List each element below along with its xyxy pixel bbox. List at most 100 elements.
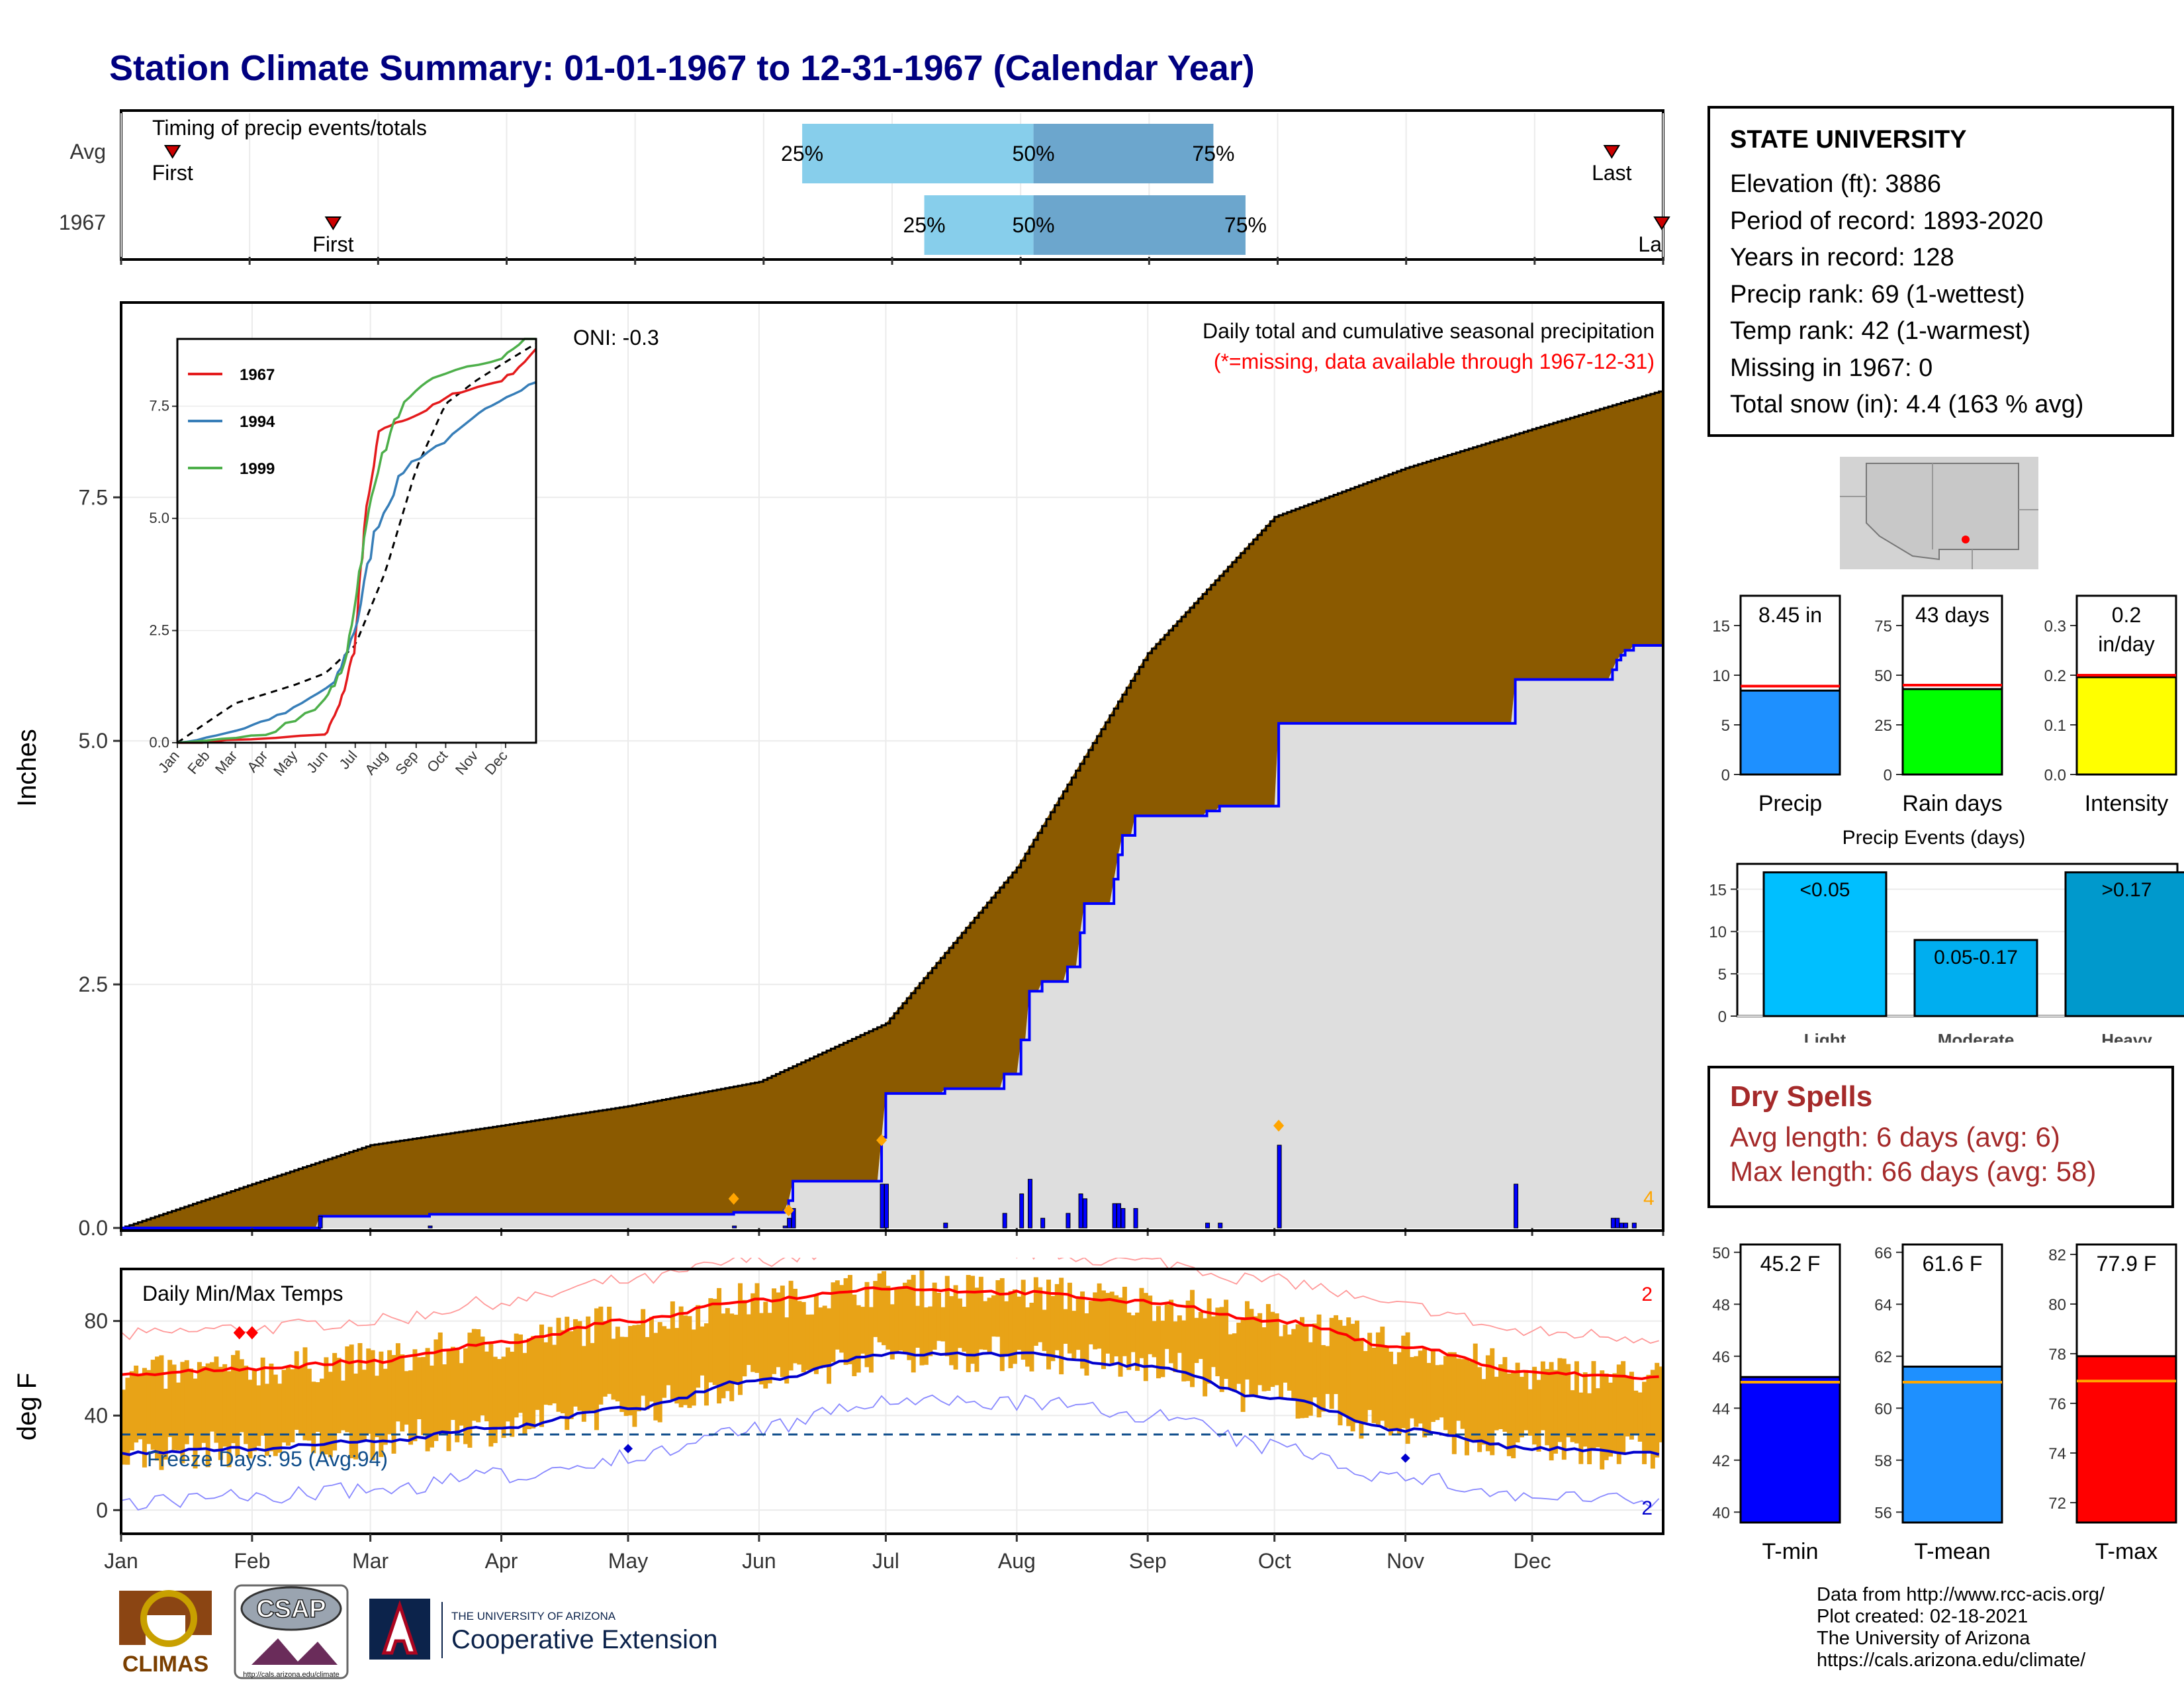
daily-temp-bar [1570, 1390, 1575, 1442]
daily-temp-bar [1443, 1356, 1449, 1430]
daily-temp-bar [607, 1306, 612, 1394]
summary-ytick-label: 15 [1712, 618, 1730, 635]
summary-value-label: 43 days [1915, 603, 1989, 627]
last-label: La [1638, 232, 1662, 256]
daily-temp-bar [370, 1350, 375, 1460]
info-elevation: Elevation (ft): 3886 [1730, 170, 1941, 198]
daily-temp-bar [277, 1383, 283, 1453]
daily-temp-bar [1265, 1303, 1271, 1391]
daily-temp-bar [1650, 1370, 1655, 1469]
timing-bar-25-50 [924, 195, 1034, 255]
timing-panel: 25% 50% 75% First Last 25% 50% 75% First La Timin… [59, 109, 1670, 265]
page-title: Station Climate Summary: 01-01-1967 to 1… [109, 48, 1255, 88]
daily-temp-bar [1194, 1317, 1199, 1364]
timing-pct-label: 75% [1224, 213, 1267, 237]
month-label: Oct [1258, 1549, 1291, 1573]
inset-ytick-label: 2.5 [149, 622, 169, 639]
daily-precip-bar [1078, 1193, 1083, 1229]
summary-ytick-label: 0.2 [2044, 667, 2066, 685]
summary-ytick-label: 0.0 [2044, 767, 2066, 784]
summary-value-label: 0.2 [2112, 603, 2141, 627]
daily-temp-bar [375, 1376, 379, 1437]
daily-temp-bar [1008, 1291, 1013, 1368]
daily-temp-bar [497, 1359, 502, 1427]
daily-temp-bar [1545, 1369, 1550, 1446]
inset-series-line [177, 348, 537, 744]
daily-temp-bar [696, 1305, 701, 1388]
daily-temp-bar [167, 1360, 173, 1437]
daily-temp-bar [1553, 1370, 1559, 1454]
daily-precip-bar [1120, 1208, 1126, 1229]
dry-spells-panel: Dry Spells Avg length: 6 days (avg: 6) M… [1707, 1066, 2174, 1208]
daily-temp-bar [222, 1364, 228, 1447]
daily-temp-bar [1625, 1377, 1630, 1437]
daily-temp-bar [526, 1338, 531, 1430]
daily-temp-bar [189, 1368, 194, 1434]
footer-created: Plot created: 02-18-2021 [1817, 1606, 2028, 1627]
daily-temp-bar [902, 1282, 907, 1354]
daily-temp-bar [1059, 1278, 1064, 1375]
daily-temp-bar [1334, 1315, 1339, 1394]
daily-temp-bar [1021, 1280, 1026, 1360]
info-snow: Total snow (in): 4.4 (163 % avg) [1730, 391, 2084, 418]
summary-ytick-label: 5 [1721, 717, 1730, 735]
daily-temp-bar [1080, 1291, 1085, 1369]
daily-temp-bar [978, 1276, 983, 1350]
daily-temp-bar [1105, 1293, 1111, 1354]
daily-temp-bar [674, 1328, 680, 1404]
daily-temp-bar [357, 1342, 363, 1443]
daily-temp-bar [573, 1319, 578, 1407]
daily-temp-bar [1633, 1390, 1639, 1436]
daily-temp-bar [505, 1347, 510, 1422]
events-category-label: Light [1804, 1030, 1846, 1043]
daily-temp-bar [201, 1366, 206, 1443]
temp-summary-charts: 40 42 44 46 48 50 45.2 F T-min 56 58 60 62 64 66 61.6 … [1712, 1243, 2177, 1564]
daily-temp-bar [281, 1370, 287, 1443]
daily-temp-bar [835, 1280, 840, 1350]
daily-temp-bar [805, 1314, 811, 1370]
inset-legend-label: 1999 [240, 460, 275, 478]
daily-temp-bar [294, 1351, 299, 1430]
daily-temp-bar [1219, 1307, 1224, 1392]
daily-temp-bar [729, 1313, 735, 1401]
daily-temp-bar [792, 1288, 797, 1364]
daily-precip-bar [318, 1215, 323, 1229]
daily-temp-bar [822, 1305, 827, 1366]
daily-temp-bar [134, 1365, 139, 1443]
timing-bar-50-75 [1033, 124, 1214, 183]
daily-temp-bar [1401, 1335, 1406, 1429]
heavy-event-marker [783, 1204, 794, 1217]
daily-temp-bar [1646, 1374, 1651, 1452]
daily-precip-bar [1040, 1217, 1046, 1229]
daily-temp-bar [678, 1306, 684, 1408]
daily-temp-bar [269, 1363, 274, 1452]
daily-temp-bar [970, 1276, 976, 1364]
daily-temp-bar [962, 1306, 967, 1352]
daily-temp-bar [1481, 1379, 1486, 1445]
daily-temp-bar [1477, 1367, 1482, 1452]
daily-temp-bar [226, 1371, 232, 1468]
daily-temp-bar [552, 1344, 557, 1404]
daily-temp-bar [1228, 1334, 1233, 1389]
freeze-days: Freeze Days: 95 (Avg:94) [147, 1447, 388, 1471]
temp-y-title: deg F [13, 1373, 42, 1440]
temp-ytick-label: 80 [84, 1309, 108, 1333]
avg-max-line [120, 1286, 1659, 1380]
daily-temp-bar [1561, 1358, 1567, 1460]
daily-temp-bar [1447, 1352, 1453, 1436]
daily-temp-bar [1574, 1361, 1579, 1444]
daily-temp-bar [999, 1278, 1005, 1372]
record-high-marker [246, 1326, 258, 1340]
daily-temp-bar [285, 1366, 291, 1446]
daily-temp-bar [758, 1313, 764, 1385]
summary-ytick-label: 80 [2048, 1296, 2066, 1314]
daily-temp-bar [193, 1378, 198, 1469]
month-label: Jul [872, 1549, 899, 1573]
daily-temp-bar [1126, 1312, 1132, 1370]
timing-pct-label: 25% [903, 213, 946, 237]
daily-temp-bar [1160, 1321, 1165, 1378]
summary-ytick-label: 76 [2048, 1395, 2066, 1413]
daily-temp-bar [1511, 1371, 1516, 1458]
daily-temp-bar [501, 1356, 506, 1438]
daily-precip-bar [880, 1184, 885, 1229]
